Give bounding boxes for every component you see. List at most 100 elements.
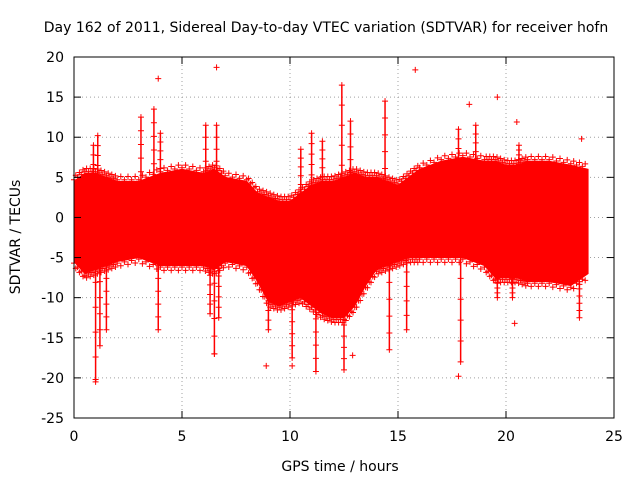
- data-point: [449, 259, 455, 266]
- data-point: [570, 285, 577, 292]
- data-point: [240, 172, 247, 179]
- data-point: [338, 162, 345, 169]
- data-point: [179, 264, 185, 271]
- data-point: [553, 281, 560, 288]
- data-point: [137, 155, 144, 162]
- data-point: [216, 267, 223, 274]
- data-point: [457, 337, 464, 344]
- data-point: [272, 302, 279, 309]
- data-point: [96, 326, 103, 333]
- y-tick-label: -20: [41, 371, 64, 387]
- data-point: [398, 178, 405, 185]
- data-point: [319, 173, 326, 180]
- data-point: [535, 283, 542, 290]
- data-point-outlier: [349, 352, 356, 359]
- data-point: [213, 182, 220, 189]
- data-point: [278, 306, 284, 313]
- data-point: [265, 326, 272, 333]
- data-point: [157, 165, 164, 172]
- data-point: [164, 264, 171, 271]
- data-point: [308, 304, 315, 311]
- x-tick-label: 0: [70, 429, 79, 445]
- data-point: [202, 182, 209, 189]
- data-point: [413, 167, 419, 174]
- data-point: [202, 170, 209, 177]
- data-point: [485, 268, 491, 275]
- data-point: [333, 175, 340, 182]
- data-point: [431, 256, 437, 263]
- data-point: [403, 254, 410, 261]
- data-point: [488, 272, 495, 279]
- data-point: [157, 147, 164, 154]
- data-point: [297, 172, 304, 179]
- data-point: [573, 162, 580, 169]
- data-point: [382, 148, 389, 155]
- data-point: [350, 309, 356, 316]
- data-point: [112, 172, 119, 179]
- data-point: [98, 269, 104, 276]
- data-point: [105, 170, 112, 177]
- data-point: [470, 263, 477, 270]
- data-point: [202, 158, 209, 165]
- data-point: [92, 354, 99, 361]
- data-point: [289, 318, 296, 325]
- data-point: [215, 293, 222, 300]
- data-point: [528, 153, 535, 160]
- data-point: [252, 183, 259, 190]
- data-point: [319, 138, 326, 145]
- data-point: [441, 152, 448, 159]
- data-point: [576, 314, 583, 321]
- data-point: [312, 302, 319, 309]
- data-point: [517, 277, 524, 284]
- data-point: [403, 283, 410, 290]
- data-point: [463, 260, 470, 267]
- data-point-outlier: [578, 135, 585, 142]
- data-point: [477, 152, 484, 159]
- data-point: [83, 274, 90, 281]
- y-tick-label: 20: [46, 50, 64, 66]
- data-point: [338, 122, 345, 129]
- data-point: [472, 157, 479, 164]
- data-point: [319, 312, 326, 319]
- data-point: [94, 142, 101, 149]
- data-point: [233, 265, 239, 272]
- data-point: [150, 174, 157, 181]
- data-point: [155, 262, 162, 269]
- data-point: [576, 300, 583, 307]
- data-point: [371, 274, 378, 281]
- data-point: [382, 98, 389, 105]
- data-point: [261, 293, 268, 300]
- data-point: [150, 119, 157, 126]
- data-point: [193, 167, 200, 174]
- data-point: [341, 366, 347, 373]
- data-point: [265, 307, 272, 314]
- data-point: [215, 262, 222, 269]
- data-point: [341, 344, 347, 351]
- data-point: [182, 267, 189, 274]
- y-tick-label: 5: [55, 170, 64, 186]
- data-point: [364, 284, 371, 291]
- data-point: [400, 261, 407, 268]
- data-point: [521, 158, 527, 165]
- data-point: [285, 304, 292, 311]
- data-point: [161, 164, 167, 171]
- data-point: [289, 354, 296, 361]
- data-point: [326, 314, 333, 321]
- data-point: [155, 301, 162, 308]
- data-point: [477, 266, 484, 273]
- data-point-outlier: [92, 376, 99, 383]
- data-point: [296, 300, 302, 307]
- data-point: [441, 259, 448, 266]
- data-point: [128, 176, 135, 183]
- data-point: [347, 143, 354, 150]
- data-point: [353, 304, 360, 311]
- data-point: [431, 159, 437, 166]
- data-point: [315, 309, 322, 316]
- data-point: [263, 188, 270, 195]
- data-point: [216, 165, 223, 172]
- data-point: [103, 326, 110, 333]
- data-point: [368, 279, 374, 286]
- data-point: [103, 262, 110, 269]
- data-point: [521, 278, 527, 285]
- data-point: [215, 304, 222, 311]
